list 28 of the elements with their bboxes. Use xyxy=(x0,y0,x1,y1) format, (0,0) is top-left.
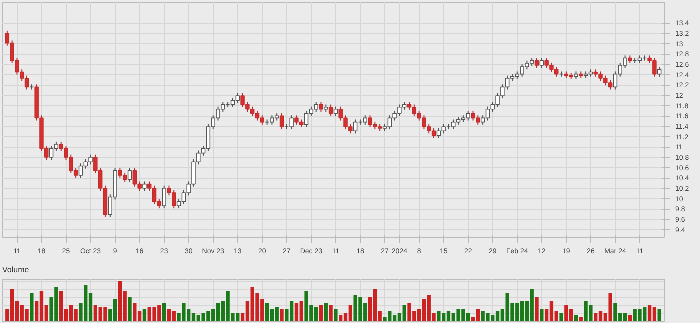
candlestick xyxy=(280,113,284,130)
bar xyxy=(329,306,333,322)
bar xyxy=(162,304,166,322)
bar xyxy=(30,294,34,322)
chart-title: Volume xyxy=(2,266,30,274)
candlestick xyxy=(319,102,324,112)
bar xyxy=(658,310,662,322)
bar xyxy=(560,314,564,322)
candlestick xyxy=(334,106,338,117)
bar xyxy=(535,298,539,322)
candlestick xyxy=(328,104,334,117)
candlestick xyxy=(657,66,662,78)
bar xyxy=(142,310,147,322)
candlestick xyxy=(534,58,540,69)
bar xyxy=(319,306,324,322)
bar xyxy=(324,304,328,322)
bar xyxy=(128,298,132,322)
candlestick xyxy=(162,185,166,210)
candlestick xyxy=(540,58,544,69)
candlestick xyxy=(128,168,132,183)
bar xyxy=(280,310,284,322)
candlestick xyxy=(353,119,358,134)
bar xyxy=(574,316,578,322)
bar xyxy=(334,310,338,322)
candlestick xyxy=(142,181,147,192)
bar xyxy=(540,310,544,322)
bar xyxy=(579,318,583,322)
bar xyxy=(628,316,632,322)
